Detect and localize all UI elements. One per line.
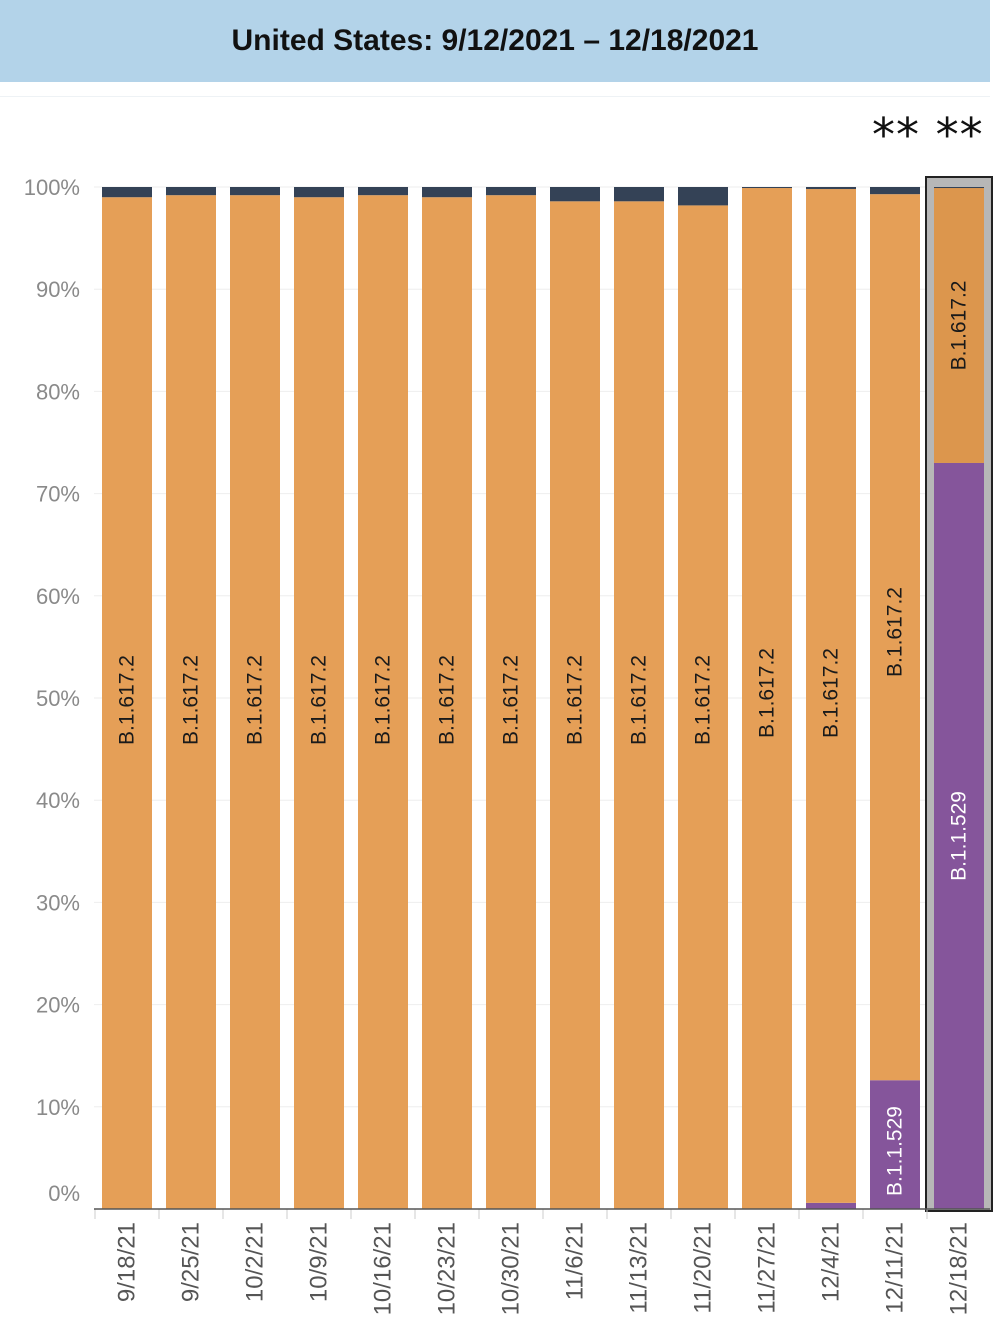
x-tick-label: 10/2/21 <box>242 1222 269 1302</box>
footnote-marker: ** ** <box>872 108 984 162</box>
y-tick-label: 80% <box>36 379 80 404</box>
bar-segment-b-1-617-2 <box>294 197 344 1210</box>
bar-segment-other <box>102 187 152 198</box>
x-tick-label: 10/30/21 <box>498 1222 525 1315</box>
bar-segment-other <box>806 187 856 190</box>
x-tick-label: 11/27/21 <box>754 1222 781 1314</box>
banner-divider <box>0 82 990 97</box>
bar-segment-b-1-617-2 <box>486 195 536 1209</box>
bar-segment-label: B.1.617.2 <box>372 655 395 745</box>
x-tick-label: 11/6/21 <box>562 1222 589 1300</box>
bar-segment-b-1-617-2 <box>230 195 280 1209</box>
bar-segment-b-1-617-2 <box>742 188 792 1210</box>
bar-segment-label: B.1.617.2 <box>948 281 971 371</box>
bar-segment-label: B.1.617.2 <box>564 655 587 745</box>
bar-segment-b-1-1-529 <box>806 1202 856 1209</box>
bar-segment-label: B.1.617.2 <box>500 655 523 745</box>
y-tick-label: 70% <box>36 482 80 507</box>
bar-segment-other <box>230 187 280 196</box>
bar-segment-other <box>614 187 664 202</box>
bar-segment-other <box>358 187 408 196</box>
bar-segment-other <box>550 187 600 202</box>
bar-segment-label: B.1.617.2 <box>820 648 843 738</box>
bar-segment-b-1-617-2 <box>806 189 856 1203</box>
x-tick-label: 12/18/21 <box>946 1222 973 1315</box>
x-tick-label: 10/9/21 <box>306 1222 333 1302</box>
x-tick-label: 11/13/21 <box>626 1222 653 1314</box>
bar-segment-label: B.1.617.2 <box>436 655 459 745</box>
bar-segment-other <box>742 187 792 189</box>
chart-title: United States: 9/12/2021 – 12/18/2021 <box>231 24 759 57</box>
bar-segment-other <box>422 187 472 198</box>
x-tick-label: 9/25/21 <box>178 1222 205 1302</box>
bar-segment-b-1-617-2 <box>870 194 920 1081</box>
bar-segment-b-1-617-2 <box>934 188 984 463</box>
bar-segment-other <box>486 187 536 196</box>
bar-segment-other <box>678 187 728 206</box>
bar-segment-other <box>166 187 216 196</box>
bar-segment-b-1-617-2 <box>550 201 600 1210</box>
x-tick-label: 9/18/21 <box>114 1222 141 1302</box>
bar-segment-b-1-617-2 <box>678 205 728 1209</box>
bar-segment-label: B.1.617.2 <box>244 655 267 745</box>
bar-segment-label: B.1.617.2 <box>628 655 651 745</box>
bar-segment-other <box>934 187 984 189</box>
y-tick-label: 40% <box>36 788 80 813</box>
bar-segment-label: B.1.1.529 <box>948 791 971 881</box>
bar-segment-b-1-1-529 <box>934 462 984 1209</box>
x-tick-label: 10/16/21 <box>370 1222 397 1315</box>
bar-segment-label: B.1.617.2 <box>756 648 779 738</box>
bar-segment-b-1-617-2 <box>422 197 472 1210</box>
bar-segment-label: B.1.617.2 <box>180 655 203 745</box>
y-tick-label: 30% <box>36 890 80 915</box>
x-tick-label: 12/11/21 <box>882 1222 909 1314</box>
y-tick-label: 20% <box>36 993 80 1018</box>
bar-segment-label: B.1.617.2 <box>692 655 715 745</box>
bar-segment-other <box>294 187 344 198</box>
chart-title-banner: United States: 9/12/2021 – 12/18/2021 <box>0 0 990 82</box>
y-tick-label: 0% <box>48 1181 80 1206</box>
bar-segment-label: B.1.617.2 <box>308 655 331 745</box>
bar-segment-label: B.1.617.2 <box>116 655 139 745</box>
x-tick-label: 10/23/21 <box>434 1222 461 1315</box>
bar-segment-b-1-617-2 <box>614 201 664 1210</box>
bar-segment-b-1-617-2 <box>102 197 152 1210</box>
x-tick-label: 11/20/21 <box>690 1222 717 1314</box>
bar-segment-other <box>870 187 920 195</box>
y-tick-label: 10% <box>36 1095 80 1120</box>
y-tick-label: 50% <box>36 686 80 711</box>
bar-segment-b-1-617-2 <box>358 195 408 1209</box>
bar-segment-b-1-617-2 <box>166 195 216 1209</box>
bar-segment-label: B.1.1.529 <box>884 1106 907 1196</box>
y-tick-label: 100% <box>24 175 80 200</box>
bar-segment-b-1-1-529 <box>870 1080 920 1209</box>
x-tick-label: 12/4/21 <box>818 1222 845 1302</box>
y-tick-label: 60% <box>36 584 80 609</box>
bar-segment-label: B.1.617.2 <box>884 587 907 677</box>
y-tick-label: 90% <box>36 277 80 302</box>
